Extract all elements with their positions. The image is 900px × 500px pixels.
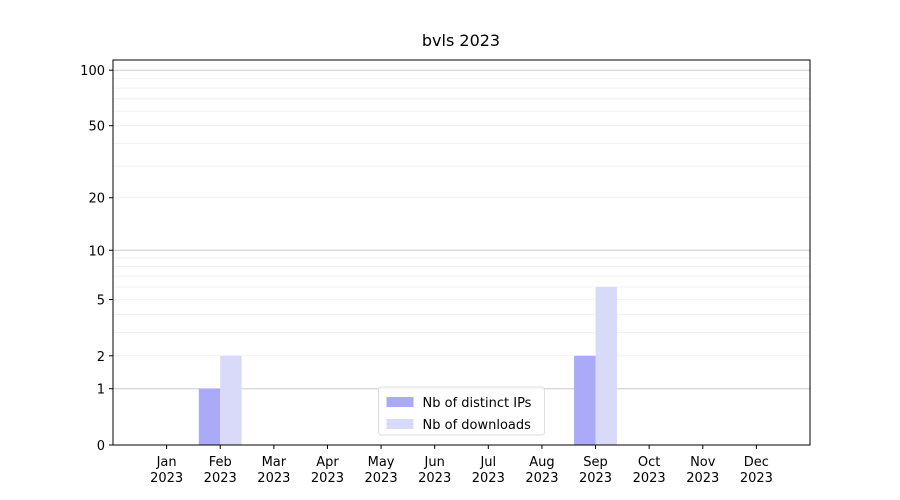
bar	[198, 388, 221, 445]
x-tick-label: Mar 2023	[257, 455, 290, 486]
y-tick-label: 100	[80, 64, 105, 79]
x-tick-label: Nov 2023	[686, 455, 719, 486]
x-tick-label: May 2023	[365, 455, 398, 486]
x-tick-label: Feb 2023	[204, 455, 237, 486]
x-tick-label: Sep 2023	[579, 455, 612, 486]
x-tick-label: Oct 2023	[633, 455, 666, 486]
plot-frame	[112, 59, 811, 446]
legend-box	[378, 386, 545, 436]
x-tick-label: Apr 2023	[311, 455, 344, 486]
x-tick-label: Jan 2023	[150, 455, 183, 486]
x-tick-label: Jul 2023	[472, 455, 505, 486]
x-tick-label: Dec 2023	[740, 455, 773, 486]
y-tick-label: 20	[88, 192, 105, 207]
x-tick-label: Aug 2023	[525, 455, 558, 486]
y-tick-label: 2	[97, 350, 105, 365]
bar	[595, 286, 617, 445]
y-tick-label: 50	[88, 120, 105, 135]
legend-swatch	[386, 397, 414, 407]
legend-label: Nb of downloads	[423, 418, 532, 433]
bar	[574, 355, 596, 445]
x-tick-label: Jun 2023	[418, 455, 451, 486]
legend-label: Nb of distinct IPs	[423, 396, 532, 411]
y-tick-label: 10	[88, 244, 105, 259]
bar	[220, 355, 242, 445]
y-tick-label: 5	[97, 293, 105, 308]
legend-swatch	[386, 419, 414, 429]
y-tick-label: 1	[97, 383, 105, 398]
y-tick-label: 0	[97, 439, 105, 454]
chart-title: bvls 2023	[422, 31, 500, 50]
